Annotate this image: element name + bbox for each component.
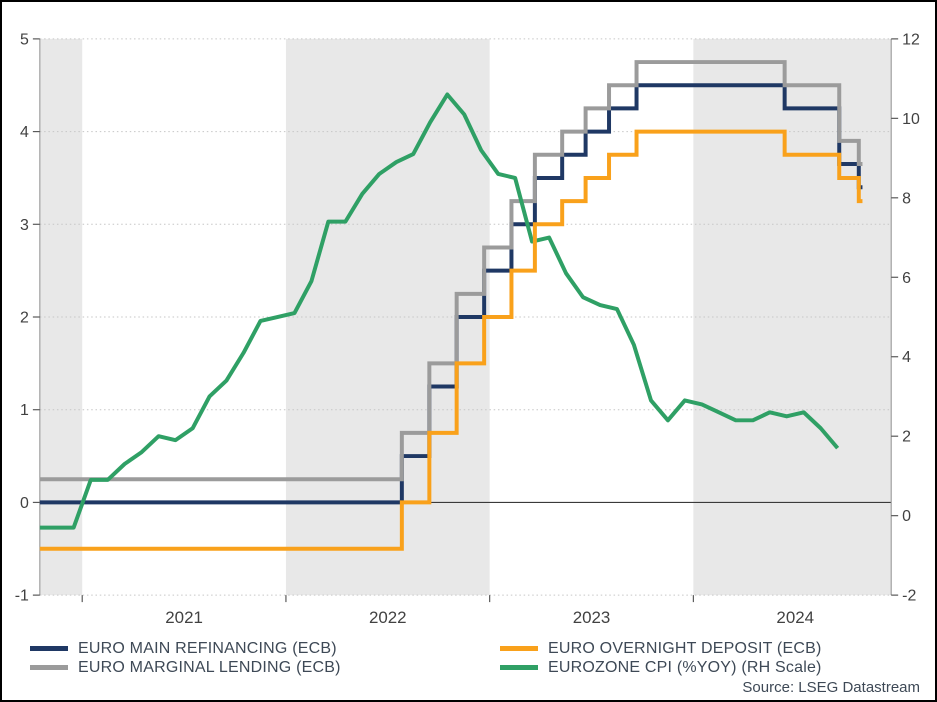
legend-swatch-main-refinancing (30, 646, 68, 651)
legend-column-right: EURO OVERNIGHT DEPOSIT (ECB) EUROZONE CP… (500, 639, 822, 677)
x-axis-year-label: 2023 (573, 608, 611, 627)
legend-label-eurozone-cpi: EUROZONE CPI (%YOY) (RH Scale) (548, 658, 822, 676)
left-axis-tick-label: 0 (20, 495, 29, 512)
right-axis-tick-label: 8 (902, 190, 911, 207)
legend-item-overnight-deposit: EURO OVERNIGHT DEPOSIT (ECB) (500, 639, 822, 658)
left-axis-tick-label: 5 (20, 31, 29, 48)
plot-area: 5 4 3 2 1 0 -1 12 10 8 6 4 2 0 -2 2021 2022 2023 2024 (2, 2, 935, 635)
left-axis-tick-label: 3 (20, 217, 29, 234)
eurozone-cpi-line (39, 92, 840, 530)
shaded-band (693, 38, 892, 596)
x-axis-year-label: 2022 (369, 608, 407, 627)
main-refinancing-line (39, 83, 863, 505)
shaded-band (39, 38, 83, 596)
legend-label-main-refinancing: EURO MAIN REFINANCING (ECB) (78, 639, 337, 657)
legend-swatch-marginal-lending (30, 665, 68, 670)
right-axis-tick-label: -2 (902, 588, 916, 605)
source-credit: Source: LSEG Datastream (742, 679, 920, 696)
left-axis-tick-label: -1 (15, 588, 29, 605)
left-axis-tick-label: 4 (20, 124, 29, 141)
right-axis-tick-label: 12 (902, 31, 920, 48)
legend-label-marginal-lending: EURO MARGINAL LENDING (ECB) (78, 658, 341, 676)
marginal-lending-line (39, 60, 863, 482)
right-axis-tick-label: 10 (902, 111, 920, 128)
legend-swatch-eurozone-cpi (500, 665, 538, 670)
legend-column-left: EURO MAIN REFINANCING (ECB) EURO MARGINA… (30, 639, 341, 677)
left-axis-tick-label: 2 (20, 309, 29, 326)
x-axis-year-label: 2021 (165, 608, 203, 627)
x-axis-year-label: 2024 (776, 608, 814, 627)
right-axis-tick-label: 4 (902, 349, 911, 366)
legend-item-eurozone-cpi: EUROZONE CPI (%YOY) (RH Scale) (500, 658, 822, 677)
right-axis-tick-label: 0 (902, 508, 911, 525)
legend-item-marginal-lending: EURO MARGINAL LENDING (ECB) (30, 658, 341, 677)
legend-swatch-overnight-deposit (500, 646, 538, 651)
left-axis-tick-label: 1 (20, 402, 29, 419)
right-axis-tick-label: 2 (902, 429, 911, 446)
overnight-deposit-line (39, 129, 863, 551)
legend-label-overnight-deposit: EURO OVERNIGHT DEPOSIT (ECB) (548, 639, 822, 657)
legend-item-main-refinancing: EURO MAIN REFINANCING (ECB) (30, 639, 341, 658)
right-axis-tick-label: 6 (902, 270, 911, 287)
